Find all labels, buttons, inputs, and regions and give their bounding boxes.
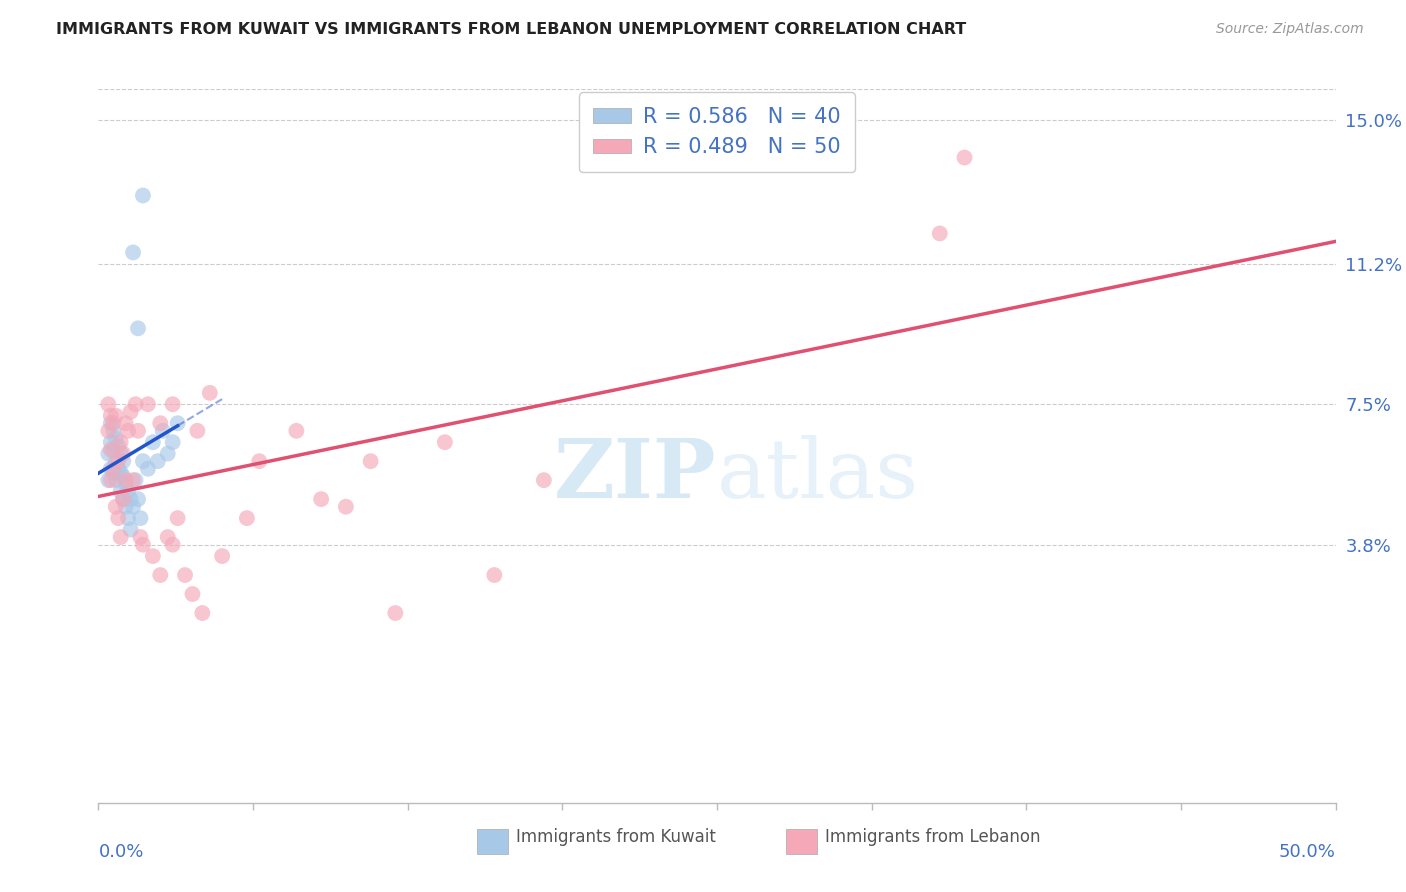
Text: 50.0%: 50.0%	[1279, 843, 1336, 861]
Point	[112, 492, 135, 507]
Point	[112, 469, 135, 483]
Point	[247, 454, 270, 468]
Point	[129, 511, 152, 525]
Point	[103, 462, 125, 476]
Point	[127, 492, 149, 507]
Point	[104, 473, 127, 487]
Point	[112, 447, 135, 461]
Point	[97, 473, 120, 487]
Point	[107, 511, 129, 525]
Point	[335, 500, 357, 514]
Point	[117, 424, 139, 438]
Point	[181, 587, 204, 601]
Point	[166, 416, 188, 430]
Text: ZIP: ZIP	[554, 434, 717, 515]
Point	[110, 484, 132, 499]
Text: Immigrants from Lebanon: Immigrants from Lebanon	[825, 828, 1040, 846]
Point	[114, 500, 136, 514]
Point	[127, 321, 149, 335]
Point	[122, 500, 145, 514]
Point	[107, 462, 129, 476]
Point	[114, 473, 136, 487]
Point	[433, 435, 456, 450]
Point	[360, 454, 382, 468]
Point	[104, 431, 127, 445]
Point	[110, 530, 132, 544]
Point	[100, 473, 122, 487]
Point	[97, 424, 120, 438]
Point	[97, 397, 120, 411]
Point	[107, 454, 129, 468]
Point	[533, 473, 555, 487]
Point	[162, 538, 184, 552]
Point	[285, 424, 308, 438]
Point	[122, 473, 145, 487]
Text: IMMIGRANTS FROM KUWAIT VS IMMIGRANTS FROM LEBANON UNEMPLOYMENT CORRELATION CHART: IMMIGRANTS FROM KUWAIT VS IMMIGRANTS FRO…	[56, 22, 966, 37]
Point	[117, 484, 139, 499]
Point	[142, 549, 165, 563]
Point	[236, 511, 259, 525]
Point	[110, 466, 132, 480]
Point	[129, 530, 152, 544]
Point	[117, 511, 139, 525]
Point	[132, 188, 155, 202]
Point	[100, 409, 122, 423]
Point	[174, 568, 197, 582]
Point	[122, 245, 145, 260]
Point	[114, 477, 136, 491]
Point	[484, 568, 506, 582]
Point	[107, 439, 129, 453]
Point	[384, 606, 406, 620]
Text: Immigrants from Kuwait: Immigrants from Kuwait	[516, 828, 716, 846]
Point	[100, 435, 122, 450]
Point	[103, 424, 125, 438]
Point	[104, 409, 127, 423]
Point	[120, 492, 142, 507]
Point	[198, 385, 221, 400]
Text: 0.0%: 0.0%	[98, 843, 143, 861]
Point	[186, 424, 208, 438]
Point	[953, 151, 976, 165]
Point	[136, 462, 159, 476]
Point	[149, 416, 172, 430]
Point	[152, 424, 174, 438]
Point	[156, 530, 179, 544]
Point	[146, 454, 169, 468]
Point	[110, 447, 132, 461]
Point	[104, 454, 127, 468]
Point	[136, 397, 159, 411]
Point	[162, 435, 184, 450]
Point	[124, 397, 146, 411]
Point	[211, 549, 233, 563]
Point	[97, 447, 120, 461]
Point	[191, 606, 214, 620]
Point	[149, 568, 172, 582]
Text: Source: ZipAtlas.com: Source: ZipAtlas.com	[1216, 22, 1364, 37]
Point	[132, 538, 155, 552]
Point	[103, 442, 125, 457]
Point	[120, 523, 142, 537]
Point	[100, 442, 122, 457]
Text: atlas: atlas	[717, 434, 920, 515]
Point	[112, 492, 135, 507]
Point	[156, 447, 179, 461]
Point	[120, 405, 142, 419]
Legend: R = 0.586   N = 40, R = 0.489   N = 50: R = 0.586 N = 40, R = 0.489 N = 50	[579, 93, 855, 172]
Point	[166, 511, 188, 525]
Point	[162, 397, 184, 411]
Point	[110, 435, 132, 450]
Point	[103, 466, 125, 480]
Point	[132, 454, 155, 468]
Point	[127, 424, 149, 438]
Point	[100, 462, 122, 476]
Point	[928, 227, 950, 241]
Point	[104, 500, 127, 514]
Point	[124, 473, 146, 487]
Point	[112, 454, 135, 468]
Point	[114, 416, 136, 430]
Point	[103, 416, 125, 430]
Point	[309, 492, 332, 507]
Point	[142, 435, 165, 450]
Point	[100, 416, 122, 430]
